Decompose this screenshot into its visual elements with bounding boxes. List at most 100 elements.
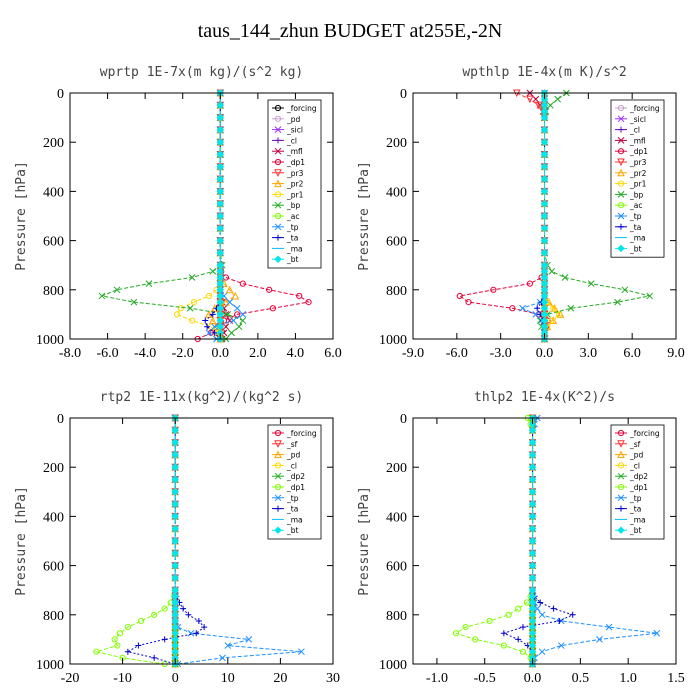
data-point (235, 323, 243, 331)
legend-marker (617, 202, 625, 209)
legend-marker (274, 126, 282, 133)
data-point (490, 286, 497, 293)
data-point (605, 623, 613, 631)
data-point (173, 311, 181, 318)
data-point (519, 304, 526, 312)
data-point (216, 187, 224, 196)
legend-entry: _dp2 (272, 472, 305, 481)
data-point (500, 642, 507, 649)
data-point (216, 113, 224, 122)
x-tick-label: 4.0 (287, 346, 305, 361)
data-point (98, 292, 106, 300)
data-point (228, 329, 235, 337)
data-point (171, 475, 179, 484)
data-point (526, 280, 533, 287)
data-point (216, 150, 224, 159)
legend-label: _forcing (629, 104, 660, 113)
legend-entry: _ta (272, 234, 298, 243)
legend-label: _ta (629, 223, 641, 232)
panel-title: thlp2 1E-4x(K^2)/s (474, 390, 615, 405)
data-point (528, 426, 537, 435)
legend-label: _cl (629, 126, 640, 135)
legend-label: _tp (629, 212, 642, 221)
legend-entry: _tp (272, 223, 299, 232)
data-point (180, 605, 187, 612)
y-tick-label: 1000 (379, 333, 407, 348)
x-tick-label: -3.0 (490, 346, 512, 361)
x-tick-label: 0.5 (572, 671, 590, 686)
legend-label: _dp2 (629, 472, 648, 481)
legend-entry: _pr2 (615, 168, 647, 178)
legend-marker (618, 223, 624, 230)
data-point (171, 451, 179, 459)
legend-marker (617, 483, 625, 491)
data-point (567, 304, 575, 312)
legend-marker (274, 223, 282, 231)
data-point (216, 101, 224, 110)
data-point (465, 299, 472, 306)
data-point (296, 292, 303, 300)
legend-entry: _tp (615, 494, 642, 503)
legend-marker (617, 180, 625, 187)
data-point (190, 299, 198, 306)
x-tick-label: -6.0 (446, 346, 468, 361)
series-ta (500, 415, 576, 667)
data-point (509, 305, 516, 312)
data-point (205, 292, 213, 300)
data-point (130, 298, 138, 306)
data-point (621, 286, 629, 294)
data-point (569, 611, 576, 618)
data-point (145, 280, 153, 288)
legend-marker (617, 212, 625, 220)
legend-label: _bt (286, 526, 299, 535)
data-point (171, 438, 179, 447)
data-point (186, 304, 194, 312)
x-tick-label: 3.0 (580, 346, 598, 361)
x-tick-label: -8.0 (59, 346, 81, 361)
data-point (472, 636, 479, 643)
data-point (151, 611, 158, 618)
legend-label: _sf (629, 440, 641, 449)
data-point (226, 298, 234, 306)
legend-marker (617, 158, 625, 167)
legend-entry: _ma (615, 515, 646, 524)
data-point (528, 463, 537, 471)
data-point (171, 574, 179, 582)
series-dp1 (93, 414, 179, 668)
data-point (220, 292, 228, 300)
y-tick-label: 200 (43, 136, 64, 151)
data-point (540, 224, 549, 233)
data-point (452, 630, 460, 637)
legend-marker (617, 104, 625, 112)
data-point (234, 311, 241, 318)
data-point (187, 629, 195, 637)
y-axis-label: Pressure [hPa] (357, 486, 372, 596)
legend-label: _ma (629, 515, 646, 524)
legend: _forcing _pd _sicl_cl _mfl _dp1 _pr3 _pr2_pr1 _… (267, 99, 322, 269)
legend-entry: _pr3 (272, 169, 304, 178)
data-point (550, 305, 557, 312)
data-point (456, 292, 463, 300)
legend-entry: _sicl (272, 126, 303, 135)
data-point (188, 274, 196, 281)
data-point (171, 500, 179, 508)
legend-label: _bp (286, 201, 301, 210)
data-point (171, 463, 179, 471)
data-point (216, 199, 224, 208)
legend-marker (275, 137, 281, 144)
legend-entry: _dp1 (615, 483, 648, 492)
y-tick-label: 800 (43, 284, 64, 299)
legend-label: _sicl (629, 115, 646, 124)
data-point (528, 475, 537, 484)
legend-label: _pr3 (629, 158, 647, 167)
data-point (538, 648, 546, 656)
legend-label: _bt (286, 255, 299, 264)
legend-label: _tp (629, 494, 642, 503)
legend-marker (274, 147, 282, 155)
data-point (216, 175, 224, 183)
legend-entry: _bp (272, 201, 301, 210)
data-point (216, 126, 224, 134)
data-point (515, 605, 522, 612)
data-point (500, 630, 507, 637)
